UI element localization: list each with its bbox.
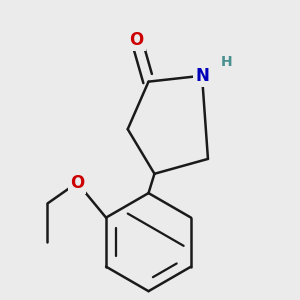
Text: H: H xyxy=(220,55,232,69)
Text: O: O xyxy=(130,31,144,49)
Text: O: O xyxy=(70,174,84,192)
Text: N: N xyxy=(195,67,209,85)
